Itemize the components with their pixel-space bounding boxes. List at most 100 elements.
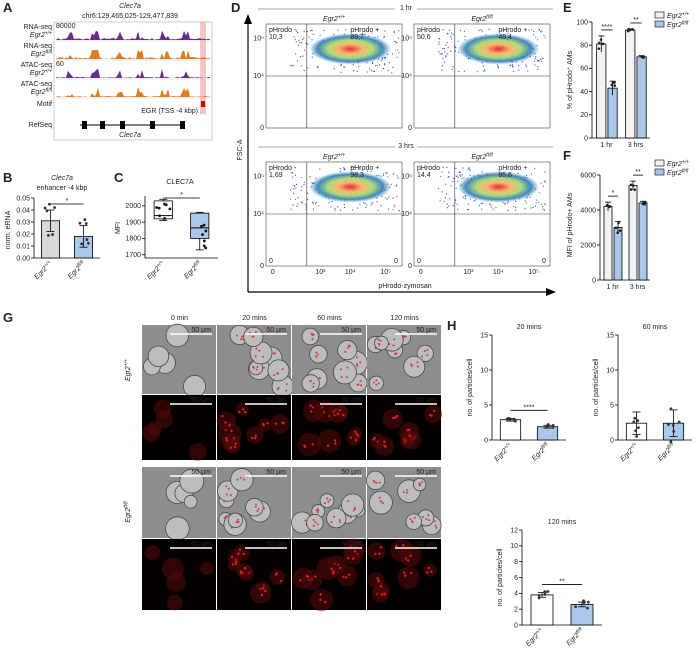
event-dot (455, 46, 457, 49)
data-dot (671, 424, 675, 427)
event-dot (380, 175, 382, 177)
event-dot (300, 176, 302, 179)
event-dot (354, 166, 356, 168)
data-dot (80, 242, 84, 246)
particle (237, 552, 240, 556)
particle (356, 434, 360, 438)
event-dot (448, 205, 450, 207)
cell-signal (233, 544, 250, 562)
particle (224, 421, 227, 424)
data-dot (204, 229, 208, 233)
y-axis-label: MFI (115, 222, 122, 234)
event-dot (305, 42, 307, 44)
exon (150, 121, 155, 129)
particle (377, 382, 380, 385)
scale-label: 50 µm (266, 327, 286, 334)
event-dot (450, 38, 453, 40)
particle (372, 438, 376, 441)
event-dot (362, 169, 364, 171)
data-dot (599, 38, 603, 41)
particle (306, 575, 310, 578)
particle (323, 502, 326, 505)
event-dot (393, 31, 395, 33)
event-dot (442, 48, 444, 50)
event-dot (366, 170, 368, 172)
particle (333, 515, 336, 518)
genotype-label: Egr2+/+ (145, 259, 167, 281)
cell-signal (258, 418, 272, 432)
particle (402, 335, 405, 338)
event-dot (542, 208, 544, 210)
track-signal (56, 30, 210, 40)
particle (416, 361, 419, 364)
cell (245, 498, 264, 517)
particle (234, 560, 238, 564)
y-tick-label: 10⁵ (401, 36, 412, 43)
event-dot (398, 210, 400, 212)
data-dot (78, 221, 82, 225)
cell-signal (316, 556, 340, 580)
event-dot (455, 199, 457, 202)
chart-title: Clec7a (51, 175, 73, 182)
particle (392, 416, 395, 420)
exon (82, 121, 87, 129)
superscript: fl/fl (193, 259, 202, 268)
column-label: 0 min (171, 315, 188, 322)
particle (380, 500, 383, 503)
y-tick-label: 0 (484, 437, 488, 444)
y-tick-label: 10 (606, 367, 614, 374)
superscript: fl/fl (76, 259, 85, 268)
data-dot (616, 231, 620, 235)
event-dot (300, 190, 302, 192)
gene-label: Clec7a (119, 132, 141, 139)
event-dot (353, 70, 355, 72)
motif-label: Motif (37, 101, 52, 108)
genotype-label: Egr2+/+ (124, 359, 133, 381)
event-dot (438, 38, 441, 40)
event-dot (488, 28, 490, 30)
particle (315, 355, 318, 358)
gene-name: Egr2 (31, 51, 46, 58)
event-dot (535, 55, 537, 58)
event-dot (441, 171, 443, 173)
event-dot (464, 35, 466, 38)
data-dot (164, 203, 168, 207)
event-dot (370, 202, 372, 204)
gate-value: 50,6 (417, 34, 431, 41)
event-dot (541, 30, 543, 32)
particle (345, 376, 348, 379)
particle (372, 480, 375, 483)
particle (339, 368, 342, 371)
event-dot (461, 178, 463, 180)
event-dot (530, 207, 532, 209)
y-tick-label: 0.01 (16, 243, 30, 250)
cell-signal (144, 545, 160, 561)
particle (319, 593, 322, 596)
particle (410, 363, 413, 366)
event-dot (446, 207, 448, 209)
event-dot (536, 39, 538, 41)
event-dot (307, 43, 309, 45)
event-dot (441, 53, 443, 56)
event-dot (456, 175, 458, 177)
event-dot (447, 32, 449, 35)
event-dot (462, 196, 464, 198)
y-tick-label: 0.04 (16, 207, 30, 214)
data-dot (631, 27, 634, 31)
cell (165, 516, 190, 541)
particle (421, 481, 424, 484)
superscript: +/+ (338, 153, 345, 159)
panel-letter: B (3, 170, 12, 185)
particle (378, 481, 381, 484)
data-dot (204, 246, 208, 250)
particle (347, 500, 350, 503)
x-tick-label: 3 hrs (630, 284, 646, 291)
event-dot (467, 208, 470, 211)
chart-title: 120 mins (548, 519, 577, 526)
data-dot (543, 590, 547, 594)
data-dot (163, 216, 167, 220)
event-dot (333, 68, 335, 70)
event-dot (334, 209, 336, 211)
event-dot (480, 202, 482, 205)
event-dot (345, 29, 347, 31)
